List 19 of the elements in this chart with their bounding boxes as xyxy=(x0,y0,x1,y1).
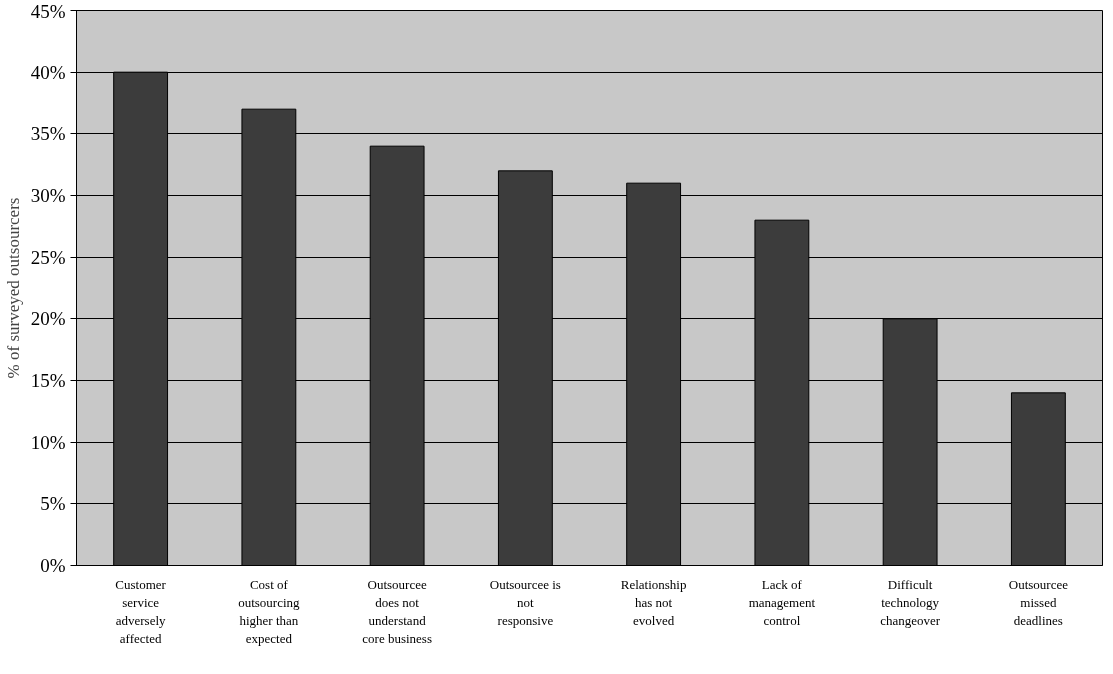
y-tick-label: 35% xyxy=(30,123,66,145)
y-tick-label: 30% xyxy=(30,185,66,206)
x-tick-label: Relationship has not evolved xyxy=(620,576,687,628)
y-axis-title: % of surveyed outsourcers xyxy=(3,197,23,379)
y-tick-label: 25% xyxy=(30,246,66,268)
x-tick-label: Outsourcee is not responsive xyxy=(489,576,561,628)
y-tick-label: 10% xyxy=(30,431,66,453)
x-tick-label: Cost of outsourcing higher than expected xyxy=(238,576,301,646)
x-tick-label: Customer service adversely affected xyxy=(115,576,167,646)
x-tick-label: Outsourcee missed deadlines xyxy=(1008,576,1069,628)
x-tick-label: Difficult technology changeover xyxy=(880,576,941,628)
x-tick-label: Lack of management control xyxy=(748,576,816,628)
y-tick-label: 20% xyxy=(30,308,66,330)
x-tick-label: Outsourcee does not understand core business xyxy=(362,576,432,646)
y-tick-label: 15% xyxy=(30,370,66,391)
y-tick-label: 45% xyxy=(30,0,66,22)
y-tick-label: 40% xyxy=(30,61,66,83)
y-tick-label: 0% xyxy=(40,555,66,576)
y-tick-label: 5% xyxy=(40,493,66,515)
